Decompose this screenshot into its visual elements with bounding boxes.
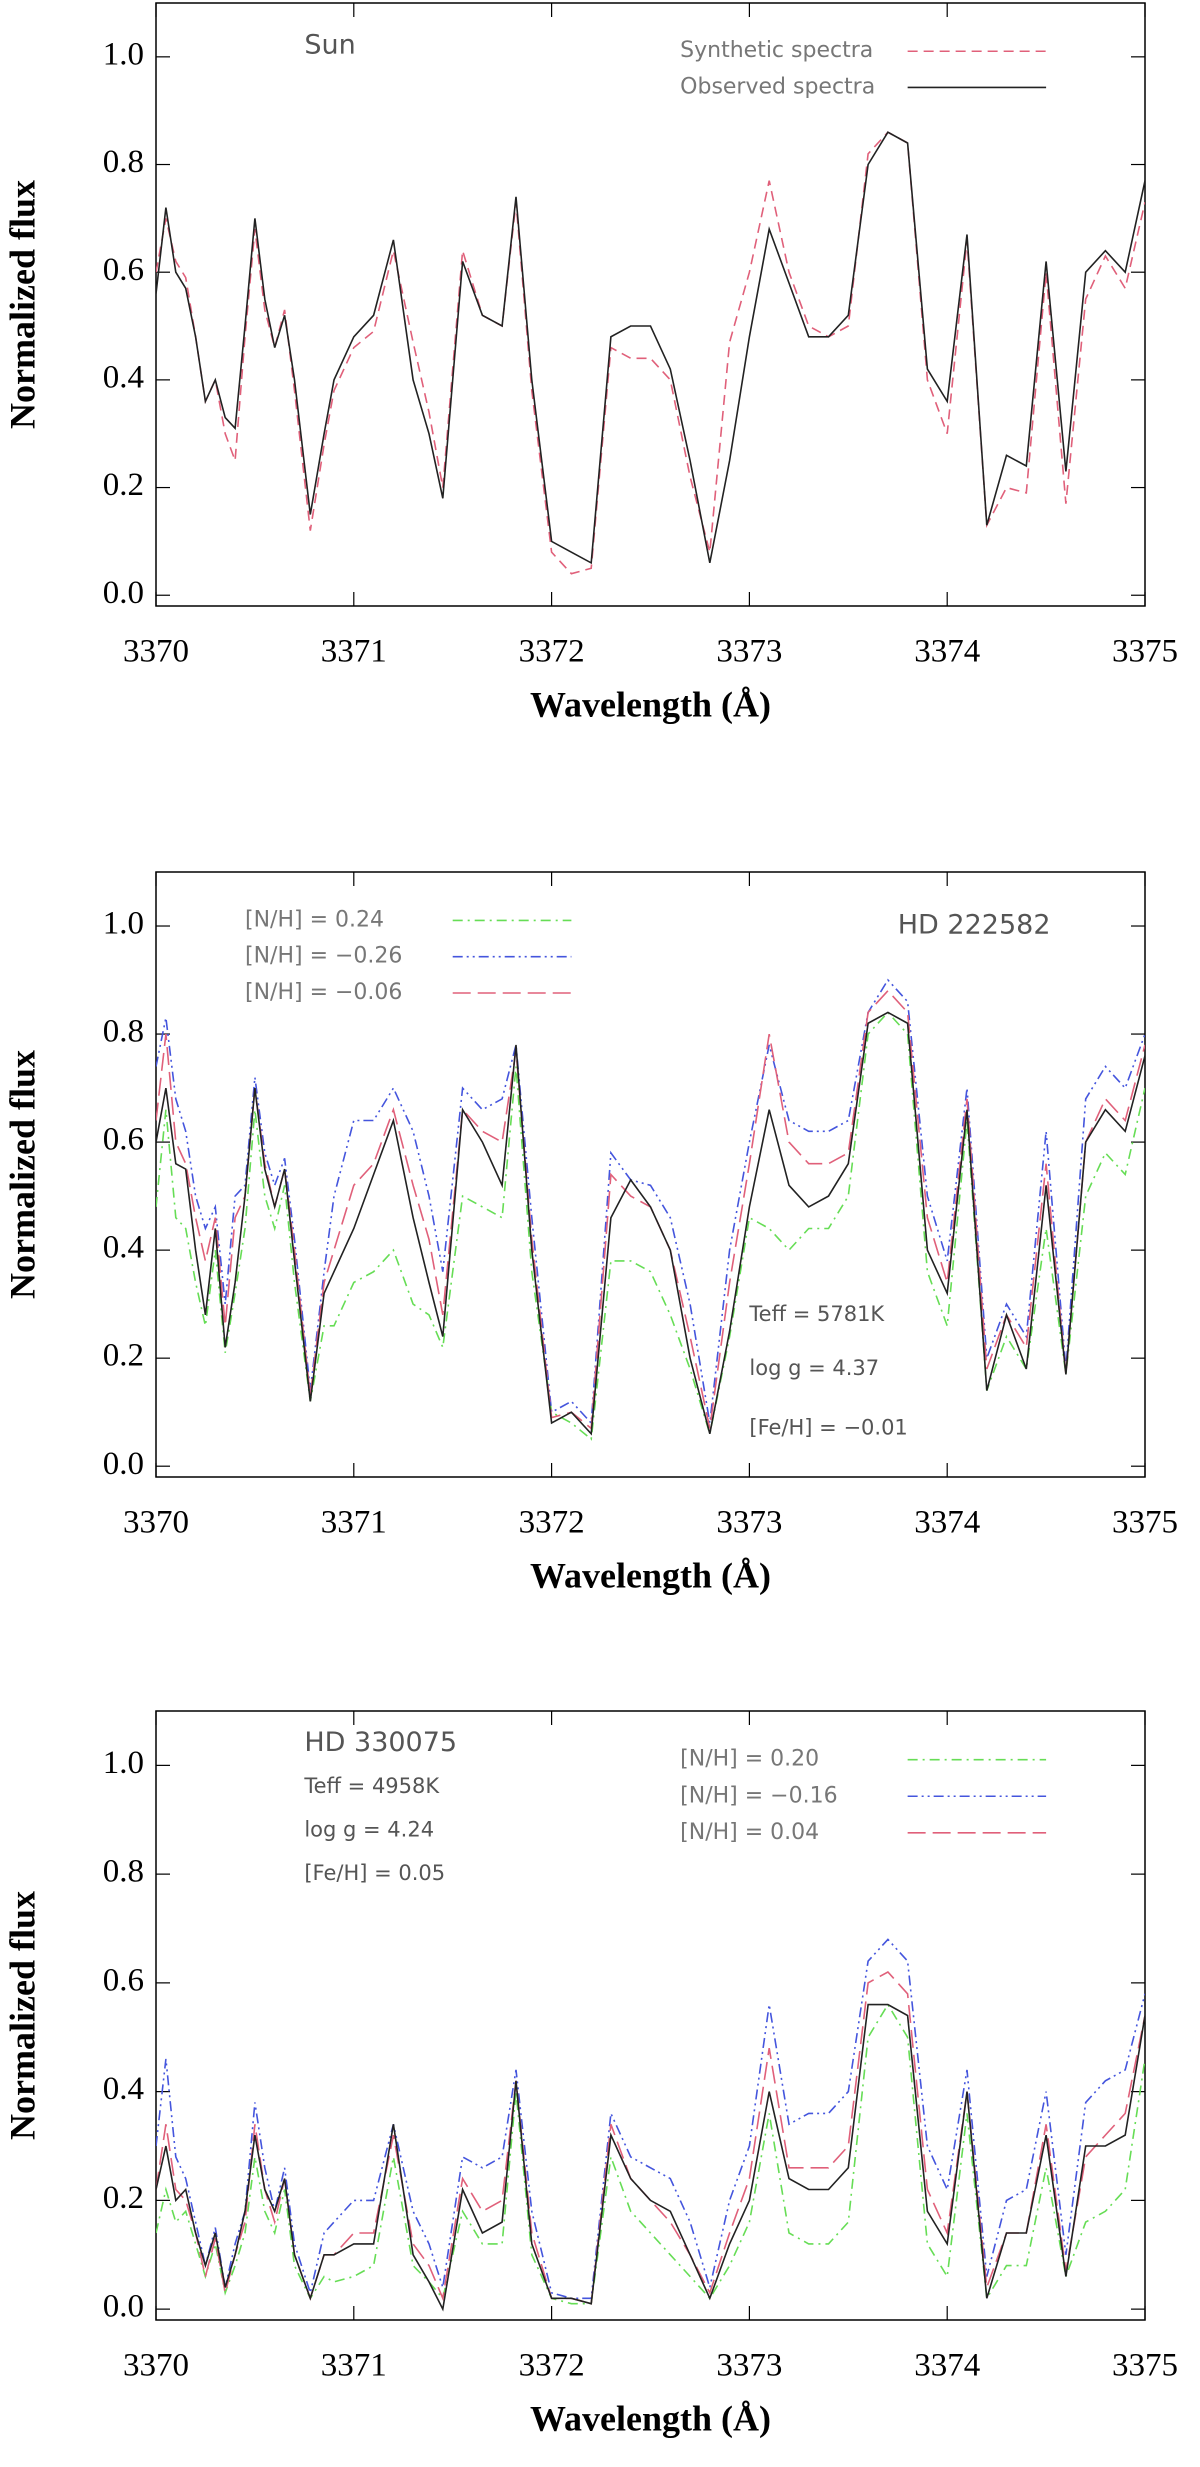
annotation: HD 330075: [304, 1727, 457, 1758]
x-tick-label: 3371: [321, 2348, 387, 2384]
x-axis-title: Wavelength (Å): [530, 1555, 771, 1595]
spectrum-line: [156, 1970, 1145, 2305]
y-tick-label: 0.2: [103, 2180, 144, 2216]
panel: 3370 3371 3372 3373 3374 3375 0.0 0.2 0.4 0.6 0.8 1…: [2, 2, 1178, 724]
plot-frame: [155, 871, 1146, 1478]
y-tick-label: 0.8: [103, 1854, 144, 1890]
spectrum-line: [156, 1011, 1145, 1441]
legend-label: [N/H] = −0.06: [245, 980, 402, 1005]
y-tick-label: 0.2: [103, 467, 144, 503]
y-tick-label: 0.4: [103, 2071, 144, 2107]
legend-label: Synthetic spectra: [680, 38, 873, 63]
annotation: Teff = 5781K: [748, 1302, 885, 1326]
y-axis-title: Normalized flux: [2, 1050, 42, 1299]
annotation: HD 222582: [898, 910, 1051, 941]
y-tick-label: 0.2: [103, 1338, 144, 1374]
x-tick-label: 3372: [519, 1505, 585, 1541]
x-tick-label: 3374: [914, 1505, 980, 1541]
x-tick-label: 3372: [519, 2348, 585, 2384]
y-tick-label: 1.0: [103, 1745, 144, 1781]
y-tick-label: 0.6: [103, 1122, 144, 1158]
legend-label: [N/H] = 0.20: [680, 1747, 819, 1772]
y-tick-label: 1.0: [103, 906, 144, 942]
x-tick-label: 3372: [519, 634, 585, 670]
panel: 3370 3371 3372 3373 3374 3375 0.0 0.2 0.4 0.6 0.8 1…: [2, 871, 1178, 1595]
x-tick-label: 3370: [123, 1505, 189, 1541]
annotation: log g = 4.24: [304, 1818, 434, 1842]
y-tick-label: 0.4: [103, 359, 144, 395]
x-tick-label: 3374: [914, 2348, 980, 2384]
x-tick-label: 3370: [123, 2348, 189, 2384]
annotation: [Fe/H] = 0.05: [304, 1861, 445, 1885]
x-tick-label: 3375: [1112, 2348, 1178, 2384]
x-tick-label: 3370: [123, 634, 189, 670]
spectrum-line: [156, 131, 1145, 565]
legend-label: [N/H] = −0.16: [680, 1783, 837, 1808]
y-tick-label: 0.0: [103, 1446, 144, 1482]
x-axis-title: Wavelength (Å): [530, 684, 771, 724]
spectrum-line: [156, 2003, 1145, 2312]
x-tick-label: 3371: [321, 1505, 387, 1541]
annotation: Sun: [304, 30, 355, 61]
spectrum-line: [156, 1011, 1145, 1436]
spectrum-line: [156, 1938, 1145, 2300]
plot-frame: [155, 1710, 1146, 2321]
spectrum-line: [156, 131, 1145, 575]
legend-label: [N/H] = 0.04: [680, 1820, 819, 1845]
x-tick-label: 3371: [321, 634, 387, 670]
annotation: [Fe/H] = −0.01: [749, 1415, 907, 1439]
legend-label: Observed spectra: [680, 74, 875, 99]
legend-label: [N/H] = −0.26: [245, 944, 402, 969]
x-tick-label: 3375: [1112, 1505, 1178, 1541]
plot-frame: [155, 2, 1146, 607]
x-tick-label: 3373: [716, 634, 782, 670]
y-tick-label: 1.0: [103, 36, 144, 72]
panel: 3370 3371 3372 3373 3374 3375 0.0 0.2 0.4 0.6 0.8 1…: [2, 1710, 1178, 2438]
y-tick-label: 0.6: [103, 1962, 144, 1998]
annotation: Teff = 4958K: [303, 1774, 440, 1798]
spectrum-line: [156, 2003, 1145, 2305]
annotation: log g = 4.37: [749, 1356, 879, 1380]
x-tick-label: 3375: [1112, 634, 1178, 670]
x-tick-label: 3373: [716, 2348, 782, 2384]
y-tick-label: 0.0: [103, 2289, 144, 2325]
y-tick-label: 0.8: [103, 1014, 144, 1050]
legend-label: [N/H] = 0.24: [245, 907, 384, 932]
y-axis-title: Normalized flux: [2, 1891, 42, 2140]
spectrum-line: [156, 989, 1145, 1430]
y-tick-label: 0.6: [103, 252, 144, 288]
spectrum-line: [156, 978, 1145, 1425]
x-tick-label: 3373: [716, 1505, 782, 1541]
y-tick-label: 0.8: [103, 144, 144, 180]
x-tick-label: 3374: [914, 634, 980, 670]
x-axis-title: Wavelength (Å): [530, 2398, 771, 2438]
y-axis-title: Normalized flux: [2, 180, 42, 429]
y-tick-label: 0.0: [103, 575, 144, 611]
y-tick-label: 0.4: [103, 1230, 144, 1266]
